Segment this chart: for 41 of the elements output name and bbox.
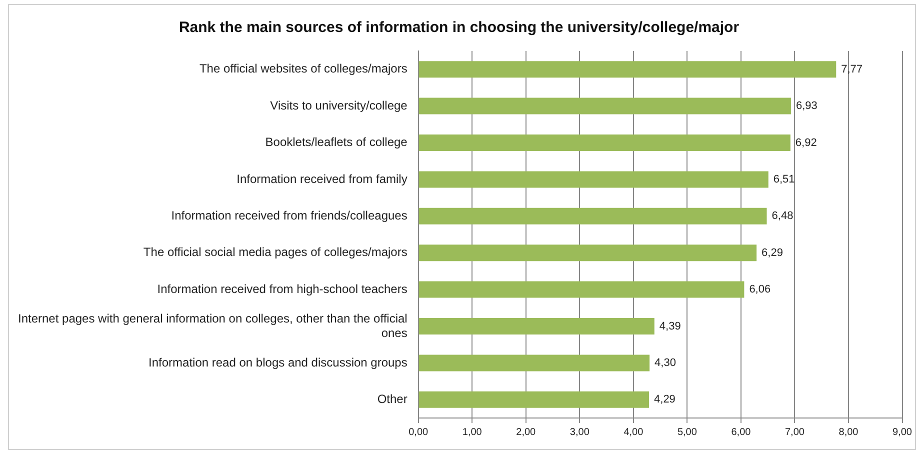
x-tick-label: 7,00 [785, 426, 805, 438]
y-tick-label: Information received from family [236, 172, 408, 186]
x-tick-label: 0,00 [408, 426, 429, 438]
data-label: 4,39 [659, 320, 681, 332]
y-tick-label: The official websites of colleges/majors [199, 62, 408, 76]
x-tick-label: 3,00 [570, 426, 590, 438]
y-tick-label: Booklets/leaflets of college [265, 135, 408, 150]
bar [418, 171, 768, 188]
y-tick-label: Information read on blogs and discussion groups [148, 355, 408, 370]
x-tick-label: 2,00 [516, 426, 536, 438]
x-tick-label: 5,00 [677, 426, 698, 438]
data-label: 6,48 [772, 210, 794, 222]
x-tick-label: 8,00 [838, 426, 859, 438]
y-tick-label: Other [377, 392, 408, 406]
y-tick-label: Visits to university/college [270, 98, 408, 112]
data-label: 4,30 [654, 356, 676, 369]
bar [418, 61, 836, 78]
bar [418, 134, 790, 152]
x-tick-label: 9,00 [892, 426, 912, 438]
y-tick-label: The official social media pages of colleges/majors [143, 245, 408, 260]
bar [418, 391, 650, 408]
y-tick-label: Information received from high-school teachers [157, 282, 408, 296]
data-label: 6,93 [796, 100, 818, 112]
data-label: 6,29 [762, 246, 783, 259]
data-label: 6,06 [749, 284, 771, 296]
bar [418, 318, 654, 335]
y-tick-label: Information received from friends/colleagues [171, 208, 408, 222]
bar [418, 244, 757, 262]
bar [418, 98, 791, 114]
data-label: 7,77 [841, 63, 863, 76]
y-tick-label: Internet pages with general information on colleges, other than the official ones [18, 311, 408, 340]
bar [418, 354, 650, 372]
x-tick-label: 6,00 [731, 426, 752, 438]
data-label: 6,51 [773, 173, 795, 186]
bar [418, 208, 767, 224]
data-label: 4,29 [654, 394, 676, 406]
x-tick-label: 1,00 [462, 426, 482, 438]
chart-title: Rank the main sources of information in choosing the university/college/major [178, 19, 740, 36]
x-tick-label: 4,00 [624, 426, 644, 438]
data-label: 6,92 [795, 136, 817, 149]
bar [418, 281, 744, 298]
